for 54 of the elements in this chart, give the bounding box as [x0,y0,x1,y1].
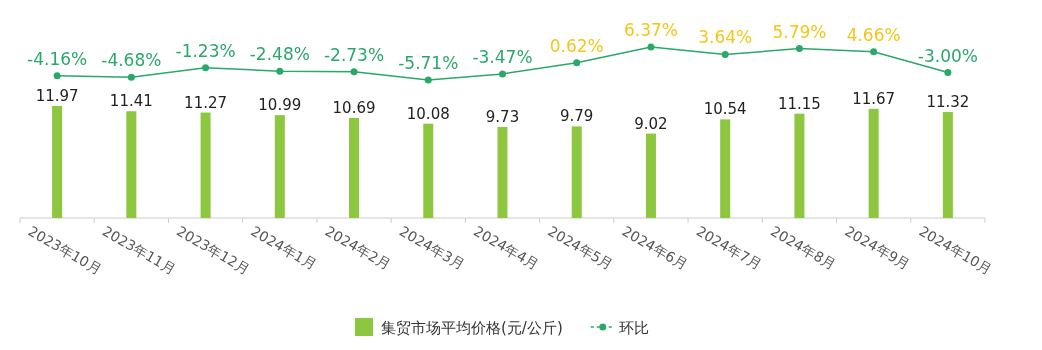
point [647,43,655,51]
bar [794,113,805,218]
data-label: -2.73% [323,44,385,65]
point [870,48,878,56]
bar [571,126,582,218]
data-label: 3.64% [698,27,753,48]
data-label: 5.79% [772,21,827,42]
bar [720,119,731,218]
data-label: 11.67 [852,89,896,108]
bar [52,106,63,218]
bar [868,108,879,218]
data-label: -4.68% [101,50,162,71]
point [499,70,506,78]
point [53,72,61,80]
data-label: 9.02 [634,114,668,133]
data-label: 10.54 [703,100,747,119]
data-label: 11.41 [109,92,153,111]
point [573,59,581,67]
bar [126,111,137,218]
data-label: 4.66% [846,24,901,45]
bar [349,117,360,218]
legend-label: 集贸市场平均价格(元/公斤) [381,319,563,337]
bar [274,115,285,218]
data-label: -5.71% [398,53,459,73]
point [350,68,358,76]
data-label: 11.32 [926,93,970,112]
data-label: 11.27 [184,93,228,112]
bar [497,126,508,218]
point [276,67,284,75]
data-label: 11.15 [777,94,821,113]
bar [645,133,656,218]
point [202,64,210,72]
data-label: 11.97 [35,87,79,105]
data-label: 6.37% [623,20,678,40]
data-label: 0.62% [549,35,604,56]
point [424,76,432,84]
data-label: 9.73 [485,107,520,126]
data-label: 10.69 [332,98,376,117]
data-label: -1.23% [175,40,236,61]
legend-label: 环比 [618,319,649,337]
data-label: -4.16% [27,48,88,69]
data-label: -3.47% [472,46,533,67]
data-label: 10.08 [406,104,450,123]
point [795,45,803,53]
bar [200,112,211,218]
data-label: -2.48% [249,44,310,65]
bar [942,112,953,218]
point [127,73,135,81]
point [721,50,729,58]
data-label: 10.99 [258,96,302,115]
data-label: 9.79 [560,107,594,126]
data-label: -3.00% [917,45,978,66]
bar [423,123,434,218]
point [944,69,952,77]
